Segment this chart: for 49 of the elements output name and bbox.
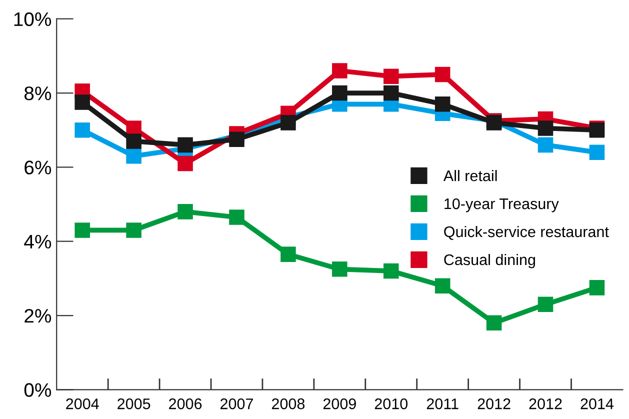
point — [126, 222, 142, 238]
legend-label: All retail — [443, 170, 497, 182]
y-tick-label: 8% — [24, 86, 52, 100]
point — [280, 246, 296, 262]
y-tick-label: 2% — [24, 308, 52, 323]
point — [486, 315, 502, 331]
point — [178, 204, 193, 220]
point — [383, 68, 399, 84]
point — [74, 122, 90, 138]
point — [332, 85, 348, 101]
legend-label: 10-year Treasury — [444, 198, 559, 212]
x-tick-label: 2007 — [220, 398, 253, 410]
x-tick-label: 2004 — [66, 398, 99, 410]
point — [280, 115, 296, 130]
x-tick-label: 2008 — [272, 398, 305, 410]
y-tick-label: 0% — [24, 383, 52, 397]
point — [332, 262, 348, 277]
point — [434, 278, 450, 294]
point — [229, 210, 244, 225]
point — [589, 280, 605, 296]
x-tick-label: 2012 — [478, 398, 510, 410]
x-tick-label: 2011 — [426, 398, 458, 410]
point — [126, 148, 142, 164]
legend-label: Casual dining — [444, 254, 535, 268]
x-tick-label: 2009 — [323, 398, 356, 410]
point — [589, 144, 605, 160]
x-tick-label: 2010 — [374, 398, 408, 410]
x-tick-label: 2006 — [169, 398, 202, 410]
y-tick-label: 10% — [14, 12, 52, 26]
point — [538, 120, 554, 136]
point — [538, 296, 554, 312]
point — [383, 263, 399, 279]
point — [178, 137, 193, 153]
point — [178, 156, 193, 172]
x-tick-label: 2012 — [529, 398, 562, 410]
point — [74, 222, 90, 238]
y-tick-label: 4% — [24, 234, 52, 249]
point — [538, 137, 554, 153]
point — [126, 134, 142, 149]
x-tick-label: 2014 — [580, 398, 614, 410]
point — [383, 85, 399, 101]
y-tick-label: 6% — [24, 160, 52, 174]
x-tick-label: 2005 — [118, 398, 150, 410]
point — [229, 132, 244, 148]
legend-label: Quick-service restaurant — [444, 226, 609, 240]
point — [434, 66, 450, 82]
point — [434, 96, 450, 112]
point — [74, 94, 90, 110]
point — [332, 63, 348, 78]
